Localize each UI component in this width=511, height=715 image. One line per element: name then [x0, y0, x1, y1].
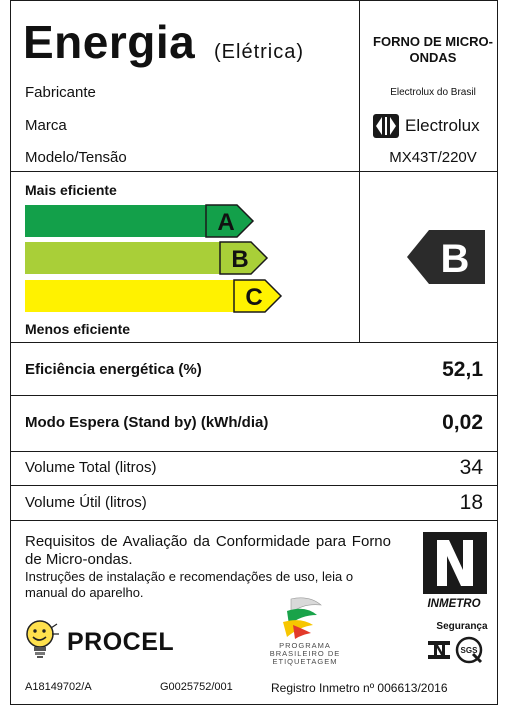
class-letter-b: B — [231, 246, 248, 273]
energy-label: Energia (Elétrica) FORNO DE MICRO-ONDAS … — [10, 0, 498, 705]
label-title: Energia — [23, 16, 196, 68]
pbe-label: PROGRAMA BRASILEIRO DE ETIQUETAGEM — [269, 641, 341, 666]
sgs-label: SGS — [461, 646, 479, 655]
divider — [11, 395, 497, 396]
brand-label: Marca — [25, 117, 67, 134]
class-letter-c: C — [245, 284, 262, 311]
rating-arrow: B — [407, 230, 487, 284]
inmetro-label: INMETRO — [427, 598, 481, 610]
model-label: Modelo/Tensão — [25, 149, 127, 166]
footer-code-1: A18149702/A — [25, 681, 92, 693]
class-letter-a: A — [217, 209, 234, 236]
total-volume-value: 34 — [459, 456, 483, 479]
divider — [11, 171, 497, 172]
brand-value: Electrolux — [405, 116, 480, 135]
class-arrow-c: C — [233, 279, 283, 313]
product-type: FORNO DE MICRO-ONDAS — [373, 34, 493, 65]
manufacturer-value: Electrolux do Brasil — [390, 87, 476, 98]
standby-label: Modo Espera (Stand by) (kWh/dia) — [25, 414, 269, 431]
efficiency-label: Eficiência energética (%) — [25, 361, 202, 378]
model-value: MX43T/220V — [389, 149, 477, 166]
seguranca-label: Segurança — [436, 621, 488, 632]
class-bar-c — [25, 280, 241, 312]
manufacturer-label: Fabricante — [25, 84, 96, 101]
procel-logo-icon — [24, 618, 60, 665]
brand-logo: Electrolux — [373, 114, 480, 138]
seguranca-seals: SGS — [427, 636, 483, 664]
usable-volume-label: Volume Útil (litros) — [25, 494, 147, 511]
instructions-text: Instruções de instalação e recomendações… — [25, 569, 354, 600]
divider — [11, 520, 497, 521]
label-subtitle: (Elétrica) — [214, 41, 305, 63]
usable-volume-value: 18 — [459, 491, 483, 514]
standby-value: 0,02 — [442, 411, 483, 434]
electrolux-logo-icon — [373, 114, 399, 138]
total-volume-label: Volume Total (litros) — [25, 459, 157, 476]
least-efficient-label: Menos eficiente — [25, 321, 131, 337]
class-arrow-b: B — [219, 241, 269, 275]
class-bar-a — [25, 205, 213, 237]
footer-registry: Registro Inmetro nº 006613/2016 — [271, 681, 448, 695]
divider — [11, 342, 497, 343]
class-arrow-a: A — [205, 204, 255, 238]
pbe-logo-icon — [273, 595, 333, 646]
inmetro-small-icon — [427, 638, 451, 662]
divider — [359, 1, 360, 342]
class-bar-b — [25, 242, 227, 274]
procel-label: PROCEL — [67, 628, 175, 656]
sgs-seal-icon: SGS — [455, 636, 483, 664]
requirements-text: Requisitos de Avaliação da Conformidade … — [25, 533, 391, 568]
divider — [11, 485, 497, 486]
efficiency-value: 52,1 — [442, 358, 483, 381]
most-efficient-label: Mais eficiente — [25, 182, 117, 198]
divider — [11, 451, 497, 452]
rating-letter: B — [441, 237, 470, 281]
footer-code-2: G0025752/001 — [160, 681, 233, 693]
inmetro-logo-icon — [423, 532, 487, 599]
